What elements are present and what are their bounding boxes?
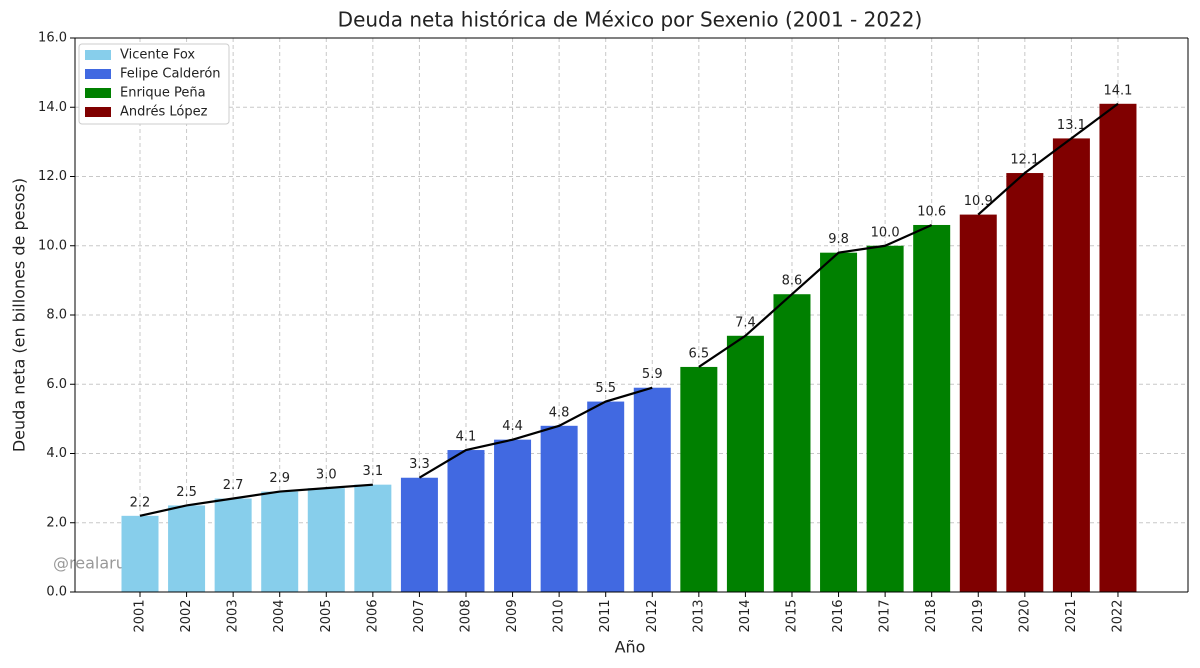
value-label: 10.0 <box>871 225 900 240</box>
value-label: 2.9 <box>269 471 290 486</box>
value-label: 4.1 <box>456 430 477 445</box>
value-label: 5.5 <box>595 381 616 396</box>
trend-line <box>139 483 373 517</box>
value-label: 9.8 <box>828 232 849 247</box>
value-label: 13.1 <box>1057 118 1086 133</box>
x-tick-label: 2001 <box>133 599 148 632</box>
x-tick-label: 2009 <box>505 599 520 632</box>
x-tick-label: 2012 <box>645 599 660 632</box>
x-tick-label: 2017 <box>878 599 893 632</box>
value-label: 4.4 <box>502 419 523 434</box>
y-tick-label: 2.0 <box>46 515 67 530</box>
y-tick-label: 14.0 <box>38 100 67 115</box>
bar <box>587 401 625 592</box>
x-tick-label: 2007 <box>412 599 427 632</box>
legend-label: Andrés López <box>120 105 208 120</box>
legend-box <box>78 43 230 125</box>
y-tick-label: 10.0 <box>38 238 67 253</box>
bar <box>773 294 811 592</box>
y-tick-label: 4.0 <box>46 446 67 461</box>
bar <box>494 439 532 592</box>
x-tick-label: 2013 <box>691 599 706 632</box>
value-label: 3.3 <box>409 457 430 472</box>
legend-label: Vicente Fox <box>120 48 195 63</box>
legend-swatch <box>85 50 111 60</box>
legend-label: Enrique Peña <box>120 86 206 101</box>
value-label: 7.4 <box>735 315 756 330</box>
trend-line <box>977 102 1119 216</box>
x-tick-label: 2005 <box>319 599 334 632</box>
value-label: 2.7 <box>223 478 244 493</box>
bar <box>959 214 997 592</box>
value-label: 6.5 <box>688 346 709 361</box>
x-tick-label: 2004 <box>272 599 287 632</box>
value-label: 2.5 <box>176 485 197 500</box>
x-tick-label: 2011 <box>598 599 613 632</box>
trend-line <box>698 223 933 368</box>
bar <box>680 366 718 592</box>
y-tick-label: 16.0 <box>38 31 67 46</box>
bar <box>214 498 252 592</box>
value-label: 8.6 <box>782 274 803 289</box>
bar <box>1052 138 1090 592</box>
value-label: 3.0 <box>316 468 337 483</box>
x-tick-label: 2018 <box>924 599 939 632</box>
value-label: 10.6 <box>917 204 946 219</box>
bar <box>447 450 485 592</box>
x-tick-label: 2016 <box>831 599 846 632</box>
x-tick-label: 2022 <box>1110 599 1125 632</box>
legend-swatch <box>85 88 111 98</box>
bar <box>121 515 159 592</box>
x-tick-label: 2014 <box>738 599 753 632</box>
bar <box>633 387 671 592</box>
value-label: 3.1 <box>363 464 384 479</box>
x-tick-label: 2008 <box>458 599 473 632</box>
bar <box>820 252 858 593</box>
bar <box>866 245 904 592</box>
bar <box>1099 103 1137 592</box>
legend-swatch <box>85 107 111 117</box>
bar <box>261 491 299 592</box>
chart-title: Deuda neta histórica de México por Sexen… <box>338 8 923 32</box>
y-tick-label: 8.0 <box>46 308 67 323</box>
legend-label: Felipe Calderón <box>120 67 221 82</box>
value-label: 5.9 <box>642 367 663 382</box>
bar <box>726 335 764 592</box>
x-tick-label: 2021 <box>1064 599 1079 632</box>
y-tick-label: 0.0 <box>46 585 67 600</box>
value-label: 12.1 <box>1010 153 1039 168</box>
bar <box>354 484 392 592</box>
y-tick-label: 6.0 <box>46 377 67 392</box>
x-tick-label: 2015 <box>784 599 799 632</box>
y-tick-label: 12.0 <box>38 169 67 184</box>
x-tick-label: 2019 <box>971 599 986 632</box>
x-tick-label: 2020 <box>1017 599 1032 632</box>
bar <box>540 425 578 592</box>
value-label: 2.2 <box>130 495 151 510</box>
value-label: 10.9 <box>964 194 993 209</box>
bar <box>400 477 438 592</box>
bar <box>913 224 951 592</box>
trend-line <box>418 386 653 479</box>
bar <box>1006 173 1044 592</box>
x-tick-label: 2010 <box>552 599 567 632</box>
value-label: 14.1 <box>1103 83 1132 98</box>
x-axis-label: Año <box>615 638 646 657</box>
x-tick-label: 2002 <box>179 599 194 632</box>
legend-swatch <box>85 69 111 79</box>
bar <box>168 505 206 592</box>
value-label: 4.8 <box>549 405 570 420</box>
x-tick-label: 2006 <box>365 599 380 632</box>
x-tick-label: 2003 <box>226 599 241 632</box>
bar <box>307 488 345 592</box>
y-axis-label: Deuda neta (en billones de pesos) <box>10 178 29 452</box>
